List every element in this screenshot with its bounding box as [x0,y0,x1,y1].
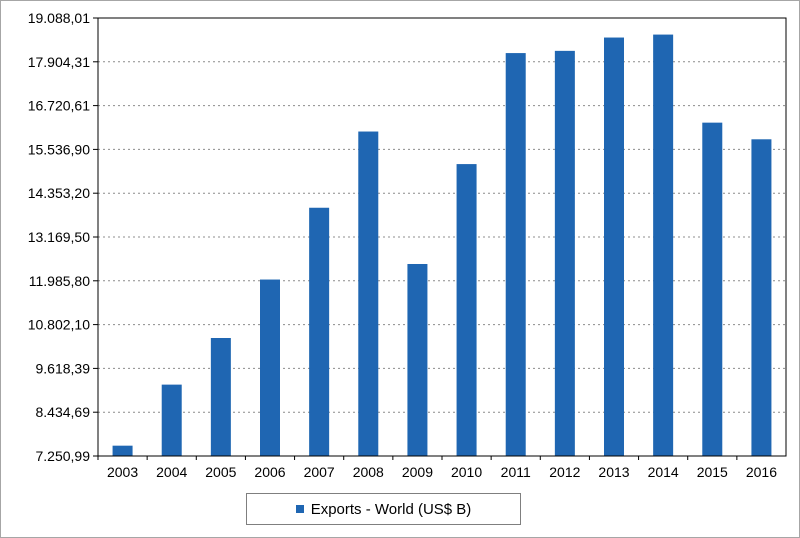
x-tick-label: 2004 [156,464,187,480]
bar [456,164,477,456]
x-tick-label: 2012 [549,464,580,480]
y-tick-labels: 7.250,99 8.434,69 9.618,39 10.802,10 11.985,… [28,10,91,464]
bar [210,337,231,456]
grid-lines [98,17,786,413]
bar [161,384,182,456]
bar [604,37,624,456]
x-tick-label: 2010 [451,464,482,480]
bar [702,122,723,456]
y-tick-label: 15.536,90 [28,141,90,157]
y-tick-label: 16.720,61 [28,98,90,114]
y-tick-label: 13.169,50 [28,229,90,245]
bar [751,139,772,457]
y-tick-label: 19.088,01 [28,10,90,26]
y-tick-label: 8.434,69 [36,404,91,420]
y-tick-label: 9.618,39 [36,360,91,376]
legend: Exports - World (US$ B) [246,493,521,525]
legend-swatch [295,505,304,513]
x-tick-label: 2016 [746,464,777,480]
y-tick-label: 11.985,80 [29,273,90,289]
x-tick-label: 2014 [648,464,679,480]
y-tick-label: 10.802,10 [28,317,90,333]
x-tick-label: 2013 [598,464,629,480]
bar [260,279,280,456]
bar [407,263,428,456]
x-tick-label: 2008 [353,464,384,480]
bar [309,207,330,456]
legend-label: Exports - World (US$ B) [310,500,472,518]
plot-area-border [97,17,787,457]
bar [554,50,575,456]
y-tick-label: 7.250,99 [36,448,91,464]
y-tick-label: 14.353,20 [28,185,90,201]
x-tick-label: 2011 [501,464,531,480]
bar [505,53,526,456]
bar [358,131,379,456]
y-tick-label: 17.904,31 [28,54,90,70]
x-tick-label: 2015 [697,464,728,480]
axes [93,17,787,460]
x-tick-label: 2003 [107,464,138,480]
bar [653,34,674,456]
x-tick-label: 2007 [304,464,335,480]
bar [112,445,133,456]
x-tick-label: 2005 [205,464,236,480]
bars [112,34,772,457]
x-tick-label: 2009 [402,464,433,480]
x-tick-labels: 2003 2004 2005 2006 2007 2008 2009 2010 2011 2012… [107,464,777,480]
x-tick-label: 2006 [254,464,285,480]
